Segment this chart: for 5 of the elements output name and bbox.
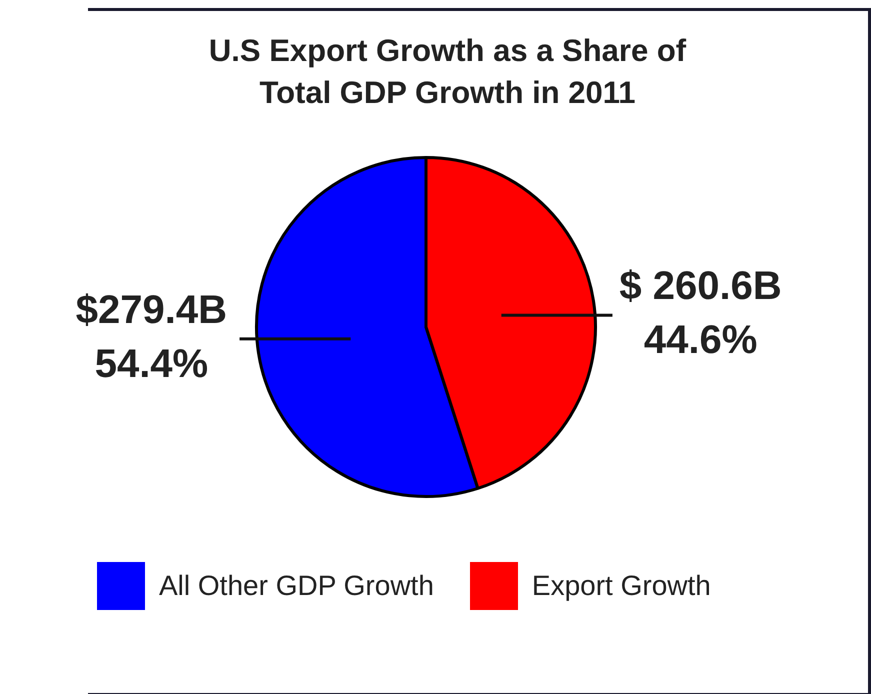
chart-title: U.S Export Growth as a Share of Total GDP Growth in 2011	[208, 32, 688, 112]
data-label: $ 260.6B 44.6%	[619, 264, 782, 362]
data-label: $279.4B 54.4%	[76, 288, 228, 386]
legend-label: All Other GDP Growth	[159, 570, 434, 602]
legend-label: Export Growth	[532, 570, 711, 602]
